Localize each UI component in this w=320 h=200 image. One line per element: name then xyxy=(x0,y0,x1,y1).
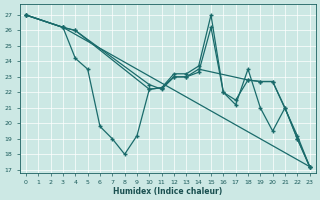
X-axis label: Humidex (Indice chaleur): Humidex (Indice chaleur) xyxy=(113,187,222,196)
